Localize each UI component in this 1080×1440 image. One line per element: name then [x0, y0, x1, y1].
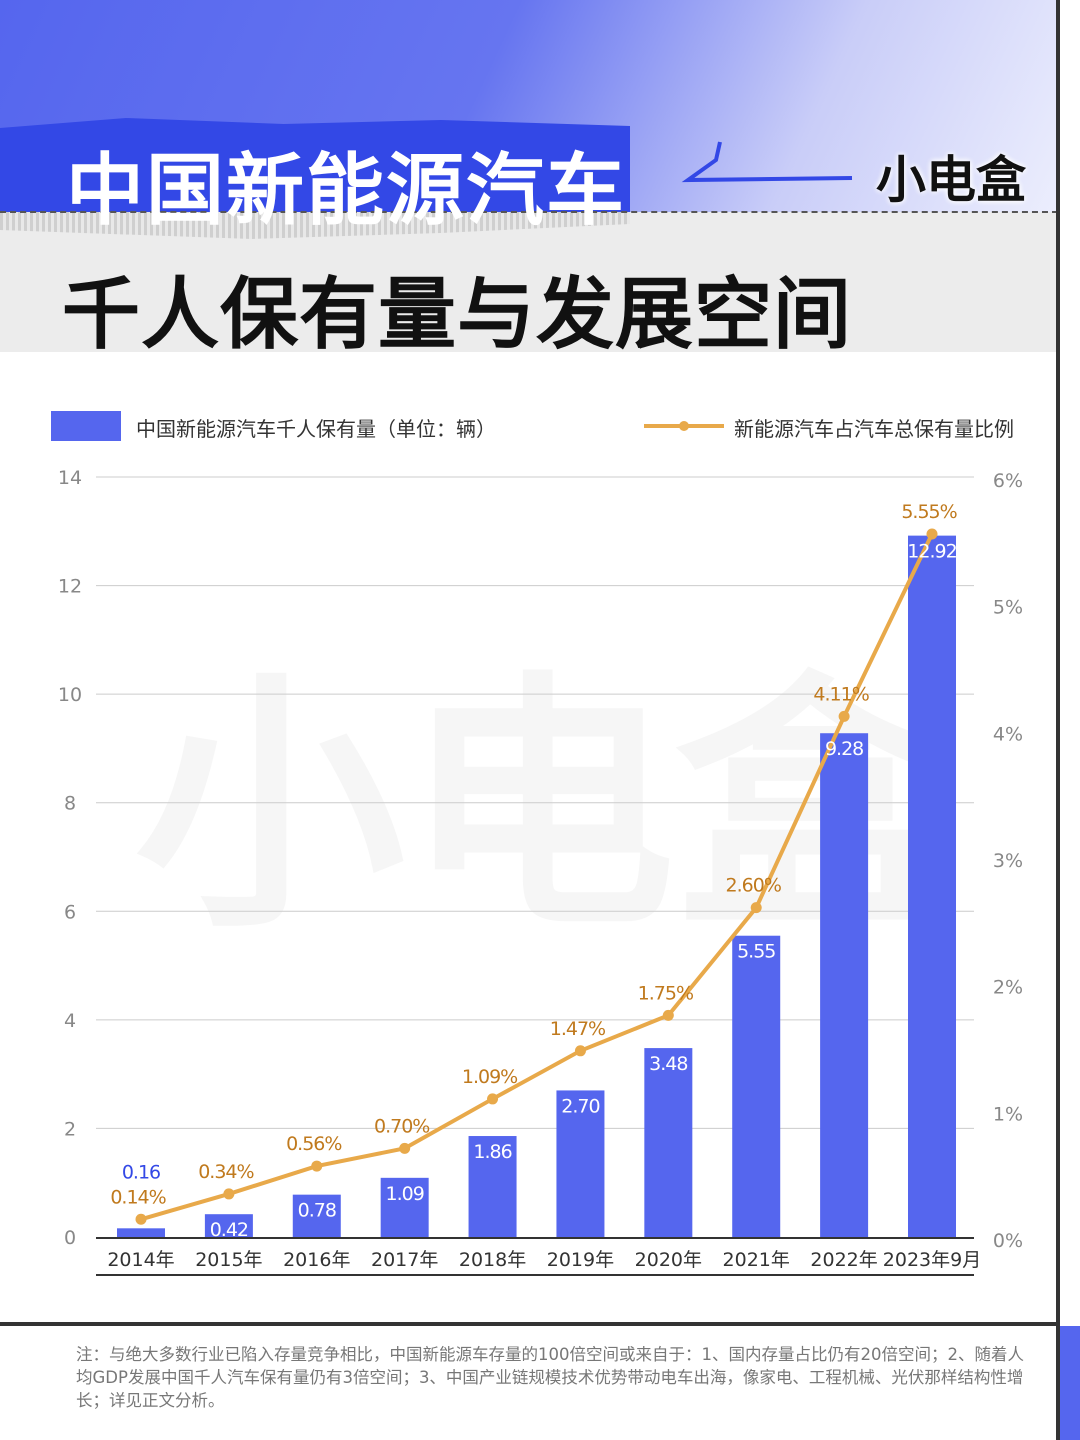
bar-label: 0.42 [210, 1219, 248, 1241]
line-point [399, 1142, 411, 1154]
bar [644, 1048, 693, 1237]
legend-bar [51, 411, 121, 441]
legend-bar-label: 中国新能源汽车千人保有量（单位：辆） [136, 417, 496, 441]
y-left-tick: 8 [64, 793, 76, 815]
bar [556, 1090, 605, 1237]
bottom-border [0, 1322, 1060, 1326]
right-border [1056, 0, 1060, 1440]
line-label: 4.11% [813, 683, 868, 705]
bar [820, 733, 869, 1237]
line-point [926, 528, 938, 540]
bar [732, 935, 781, 1237]
legend-line [644, 421, 724, 431]
bar [117, 1228, 165, 1237]
y-right-tick: 5% [993, 597, 1023, 619]
bar-label: 3.48 [649, 1053, 687, 1075]
y-left-tick: 12 [58, 576, 82, 598]
bar [292, 1194, 341, 1237]
line-point [223, 1188, 235, 1200]
line-point [750, 902, 762, 914]
x-tick: 2023年9月 [883, 1249, 981, 1271]
line-point [662, 1009, 674, 1021]
x-tick: 2022年 [810, 1249, 877, 1271]
y-right-tick: 2% [993, 977, 1023, 999]
y-right-tick: 1% [993, 1103, 1023, 1125]
x-tick: 2016年 [283, 1249, 350, 1271]
bar-label: 1.09 [386, 1183, 424, 1205]
bar-label: 5.55 [737, 941, 775, 963]
line-label: 1.75% [638, 982, 693, 1004]
x-tick: 2015年 [195, 1249, 262, 1271]
y-left-tick: 10 [58, 684, 82, 706]
y-right-tick: 0% [993, 1230, 1023, 1252]
bar [908, 535, 956, 1237]
bar [468, 1136, 517, 1237]
x-tick: 2020年 [635, 1249, 702, 1271]
line-point [838, 710, 850, 722]
bar-label: 9.28 [825, 738, 863, 760]
bar-label: 2.70 [561, 1095, 599, 1117]
y-left-tick: 4 [64, 1010, 76, 1032]
y-left-tick: 6 [64, 901, 76, 923]
x-tick: 2017年 [371, 1249, 438, 1271]
x-tick: 2019年 [547, 1249, 614, 1271]
line-label: 1.47% [550, 1018, 605, 1040]
brand-stroke-icon [681, 141, 853, 183]
bar [204, 1214, 253, 1237]
y-right-tick: 3% [993, 850, 1023, 872]
line-label: 2.60% [726, 875, 781, 897]
chart: 小电盒 024681012140%1%2%3%4%5%6%0.162014年0.… [58, 467, 1023, 1276]
line-point [487, 1093, 499, 1105]
dashed-divider [0, 211, 1058, 213]
y-right-tick: 4% [993, 723, 1023, 745]
line-label: 5.55% [901, 501, 956, 523]
brand-logo: 小电盒 [876, 151, 1026, 209]
ratio-line [140, 533, 934, 1222]
line-label: 1.09% [462, 1066, 517, 1088]
title-line1: 中国新能源汽车 [66, 146, 627, 236]
x-tick: 2021年 [723, 1249, 790, 1271]
bar-label: 0.78 [298, 1200, 336, 1222]
y-left-tick: 0 [64, 1227, 76, 1249]
y-left-tick: 14 [58, 467, 82, 489]
line-point [311, 1160, 323, 1172]
x-tick: 2018年 [459, 1249, 526, 1271]
line-point [574, 1045, 586, 1057]
line-label: 0.56% [286, 1133, 341, 1155]
footnote: 注：与绝大多数行业已陷入存量竞争相比，中国新能源车存量的100倍空间或来自于：1… [76, 1345, 1024, 1410]
bar-label: 12.92 [907, 541, 956, 563]
title-band [0, 118, 630, 218]
line-label: 0.14% [110, 1186, 165, 1208]
y-right-tick: 6% [993, 470, 1023, 492]
bar [380, 1177, 429, 1237]
line-label: 0.70% [374, 1115, 429, 1137]
legend-line-label: 新能源汽车占汽车总保有量比例 [734, 417, 1014, 441]
bar-label: 0.16 [122, 1161, 160, 1183]
title-line2: 千人保有量与发展空间 [62, 270, 853, 360]
bar-label: 1.86 [473, 1141, 511, 1163]
line-point [135, 1213, 147, 1225]
corner-accent [1060, 1326, 1080, 1440]
x-tick: 2014年 [107, 1249, 174, 1271]
line-label: 0.34% [198, 1161, 253, 1183]
y-left-tick: 2 [64, 1118, 76, 1140]
